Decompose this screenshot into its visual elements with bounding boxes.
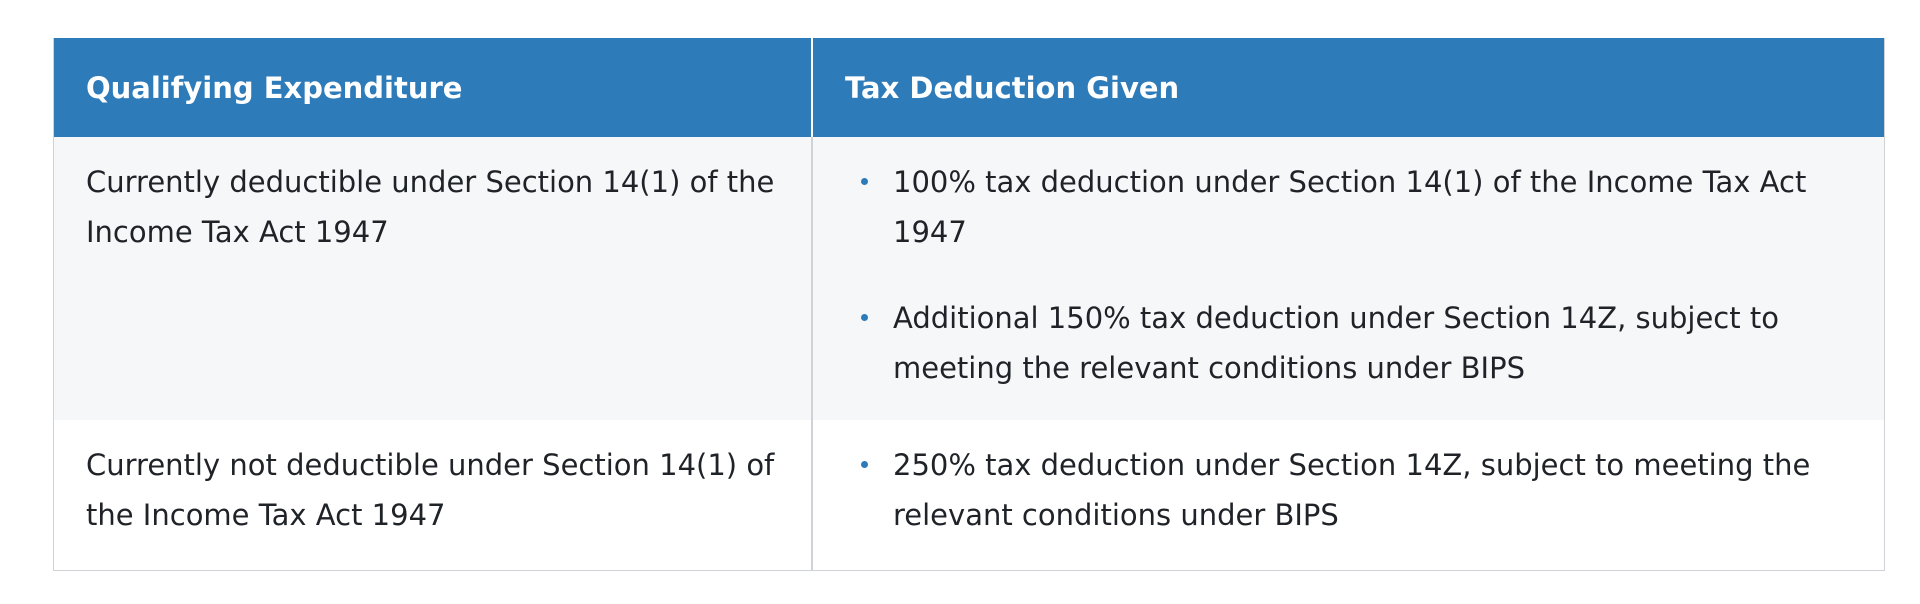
header-row: Qualifying Expenditure Tax Deduction Giv… (54, 38, 1884, 137)
tax-deduction-table-container: Qualifying Expenditure Tax Deduction Giv… (53, 38, 1885, 571)
cell-tax-deduction: 100% tax deduction under Section 14(1) o… (811, 137, 1884, 420)
deduction-list: 100% tax deduction under Section 14(1) o… (845, 157, 1852, 393)
header-qualifying-expenditure: Qualifying Expenditure (54, 38, 812, 137)
table-row: Currently not deductible under Section 1… (54, 420, 1884, 570)
cell-tax-deduction: 250% tax deduction under Section 14Z, su… (811, 420, 1884, 570)
table-header: Qualifying Expenditure Tax Deduction Giv… (54, 38, 1884, 137)
deduction-list-item: Additional 150% tax deduction under Sect… (861, 293, 1852, 393)
deduction-list: 250% tax deduction under Section 14Z, su… (845, 440, 1852, 540)
header-tax-deduction-given: Tax Deduction Given (811, 38, 1884, 137)
table-row: Currently deductible under Section 14(1)… (54, 137, 1884, 420)
bullet-icon (861, 461, 868, 468)
cell-qualifying-expenditure: Currently not deductible under Section 1… (54, 420, 812, 570)
deduction-text: 100% tax deduction under Section 14(1) o… (893, 165, 1807, 249)
deduction-list-item: 100% tax deduction under Section 14(1) o… (861, 157, 1852, 257)
deduction-text: 250% tax deduction under Section 14Z, su… (893, 448, 1811, 532)
deduction-text: Additional 150% tax deduction under Sect… (893, 301, 1779, 385)
tax-deduction-table: Qualifying Expenditure Tax Deduction Giv… (54, 38, 1884, 570)
deduction-list-item: 250% tax deduction under Section 14Z, su… (861, 440, 1852, 540)
cell-qualifying-expenditure: Currently deductible under Section 14(1)… (54, 137, 812, 420)
bullet-icon (861, 314, 868, 321)
bullet-icon (861, 178, 868, 185)
table-body: Currently deductible under Section 14(1)… (54, 137, 1884, 570)
